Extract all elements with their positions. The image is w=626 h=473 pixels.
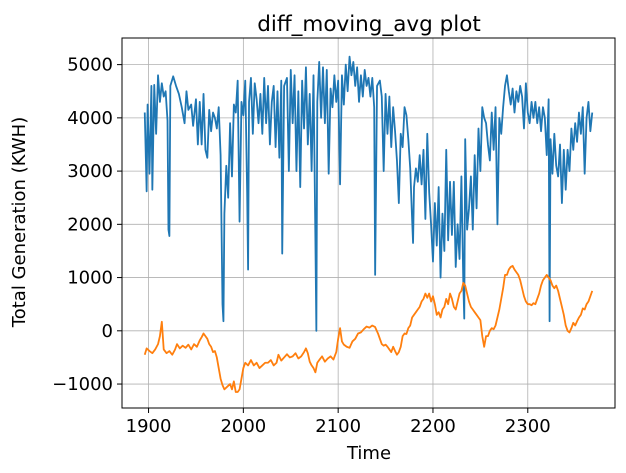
y-axis-ticks: −1000 0 1000 2000 3000 4000 5000 xyxy=(52,55,122,395)
y-tick-label: −1000 xyxy=(52,374,113,395)
x-tick-label: 1900 xyxy=(126,416,172,437)
x-axis-ticks: 1900 2000 2100 2200 2300 xyxy=(126,408,551,437)
series-line-2 xyxy=(143,264,594,393)
grid xyxy=(122,38,615,408)
series-layer xyxy=(143,55,594,393)
x-tick-label: 2100 xyxy=(315,416,361,437)
series-line-1 xyxy=(143,55,594,332)
chart-title: diff_moving_avg plot xyxy=(257,12,481,37)
y-tick-label: 3000 xyxy=(67,161,113,182)
x-tick-label: 2000 xyxy=(220,416,266,437)
x-tick-label: 2300 xyxy=(505,416,551,437)
y-tick-label: 2000 xyxy=(67,214,113,235)
x-tick-label: 2200 xyxy=(410,416,456,437)
y-tick-label: 0 xyxy=(102,321,113,342)
y-tick-label: 1000 xyxy=(67,268,113,289)
plot-frame xyxy=(121,37,616,409)
x-axis-label: Time xyxy=(346,443,391,464)
y-tick-label: 5000 xyxy=(67,55,113,76)
y-axis-label: Total Generation (KWH) xyxy=(9,117,30,328)
y-tick-label: 4000 xyxy=(67,108,113,129)
